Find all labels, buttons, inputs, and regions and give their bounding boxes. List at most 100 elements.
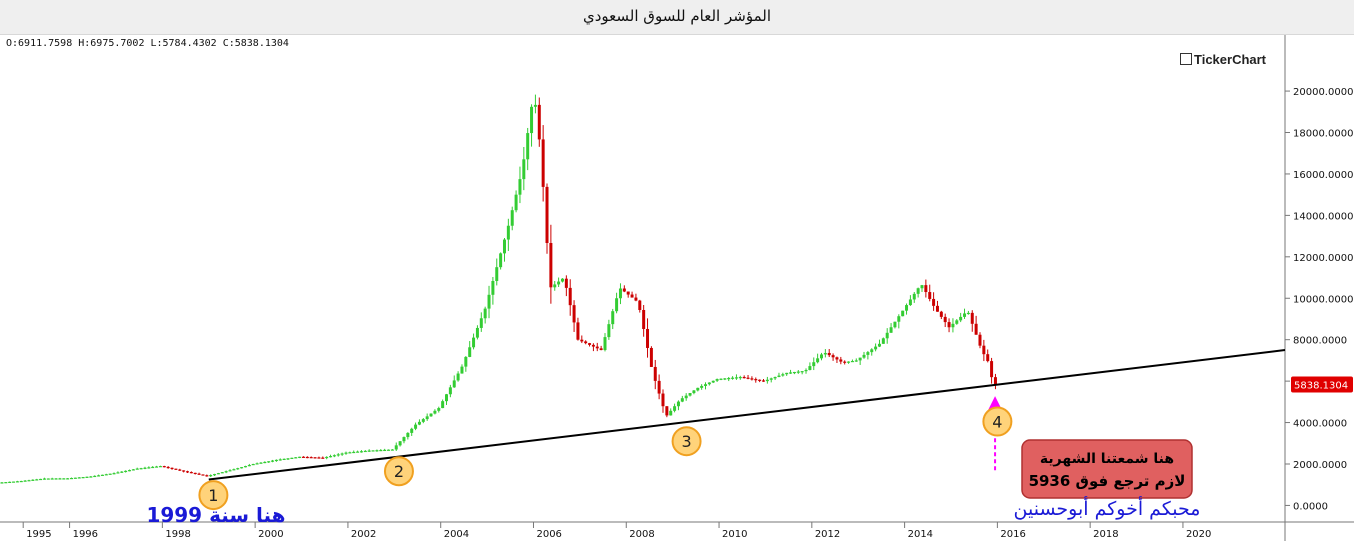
candle-body [197, 473, 201, 475]
candle-body [673, 406, 677, 411]
candle-body [390, 449, 394, 451]
x-tick-label: 1996 [73, 529, 98, 540]
brand-mark-icon [1180, 53, 1192, 65]
candle-body [205, 475, 209, 477]
candle-body [375, 450, 379, 452]
candle-body [340, 453, 344, 455]
candle-body [495, 267, 499, 281]
candle-body [877, 343, 881, 347]
candle-body [808, 366, 812, 370]
candle-body [224, 471, 228, 473]
candle-body [889, 327, 893, 333]
candle-body [584, 341, 588, 344]
x-tick-label: 2008 [629, 529, 654, 540]
candle-body [800, 371, 804, 373]
candle-body [715, 379, 719, 381]
callout-line-2: لازم ترجع فوق 5936 [1029, 472, 1186, 490]
y-tick-label: 14000.0000 [1293, 211, 1353, 222]
marker-label: 4 [992, 413, 1002, 432]
candle-body [383, 449, 387, 452]
candle-body [707, 382, 711, 385]
candle-body [58, 478, 62, 480]
candle-body [607, 324, 611, 338]
candle-body [634, 297, 638, 301]
candle-body [4, 482, 8, 484]
candle-body [39, 478, 43, 481]
candle-body [309, 457, 313, 459]
candle-body [676, 401, 680, 407]
candle-body [162, 466, 166, 468]
candle-body [247, 465, 251, 467]
candle-body [487, 294, 491, 309]
candle-body [0, 482, 4, 484]
candle-body [665, 406, 669, 416]
candle-body [410, 428, 414, 433]
candle-body [742, 376, 746, 379]
candle-body [379, 450, 383, 452]
candle-body [147, 467, 151, 469]
candle-body [916, 288, 920, 294]
x-tick-label: 2004 [444, 529, 469, 540]
candle-body [62, 478, 66, 480]
candle-body [155, 466, 159, 468]
candle-body [785, 372, 789, 375]
brand-logo: TickerChart [1180, 52, 1266, 67]
candle-body [128, 470, 132, 472]
candle-body [77, 477, 81, 479]
candle-body [131, 469, 135, 471]
candle-body [653, 366, 657, 381]
candle-body [661, 393, 665, 407]
candle-body [986, 354, 990, 362]
candle-body [537, 104, 541, 140]
candle-body [522, 159, 526, 180]
candle-body [267, 461, 271, 463]
candle-body [240, 467, 244, 469]
candle-body [719, 378, 723, 380]
candle-body [108, 473, 112, 475]
candle-body [282, 458, 286, 461]
candle-body [387, 449, 391, 451]
candle-body [696, 387, 700, 391]
candle-body [684, 395, 688, 399]
candle-body [932, 298, 936, 306]
candle-body [363, 450, 367, 453]
candle-body [526, 133, 530, 160]
candle-body [414, 424, 418, 429]
candle-body [901, 310, 905, 317]
y-tick-label: 18000.0000 [1293, 129, 1353, 140]
candle-body [139, 468, 143, 470]
candle-body [978, 334, 982, 346]
candle-body [576, 322, 580, 340]
candle-body [773, 376, 777, 379]
candle-body [464, 356, 468, 367]
candle-body [618, 288, 622, 299]
candle-body [437, 408, 441, 411]
candle-body [835, 357, 839, 360]
candle-body [255, 463, 259, 465]
candle-body [789, 372, 793, 374]
y-tick-label: 12000.0000 [1293, 253, 1353, 264]
candle-body [908, 299, 912, 306]
candle-body [591, 344, 595, 347]
candle-body [796, 371, 800, 373]
x-tick-label: 2014 [908, 529, 933, 540]
candle-body [974, 323, 978, 335]
x-tick-label: 2018 [1093, 529, 1118, 540]
candle-body [731, 377, 735, 379]
candle-body [564, 278, 568, 288]
candle-body [506, 225, 510, 240]
candle-body [599, 348, 603, 351]
candle-body [850, 360, 854, 363]
candle-body [406, 432, 410, 438]
signature-note: محبكم أخوكم أبوحسنين [1014, 496, 1201, 520]
candle-body [762, 380, 766, 382]
y-tick-label: 10000.0000 [1293, 294, 1353, 305]
candle-body [329, 456, 333, 458]
candle-body [881, 338, 885, 344]
candle-body [356, 451, 360, 453]
candle-body [727, 378, 731, 380]
candle-body [178, 469, 182, 471]
candle-body [615, 298, 619, 312]
candle-body [541, 139, 545, 187]
